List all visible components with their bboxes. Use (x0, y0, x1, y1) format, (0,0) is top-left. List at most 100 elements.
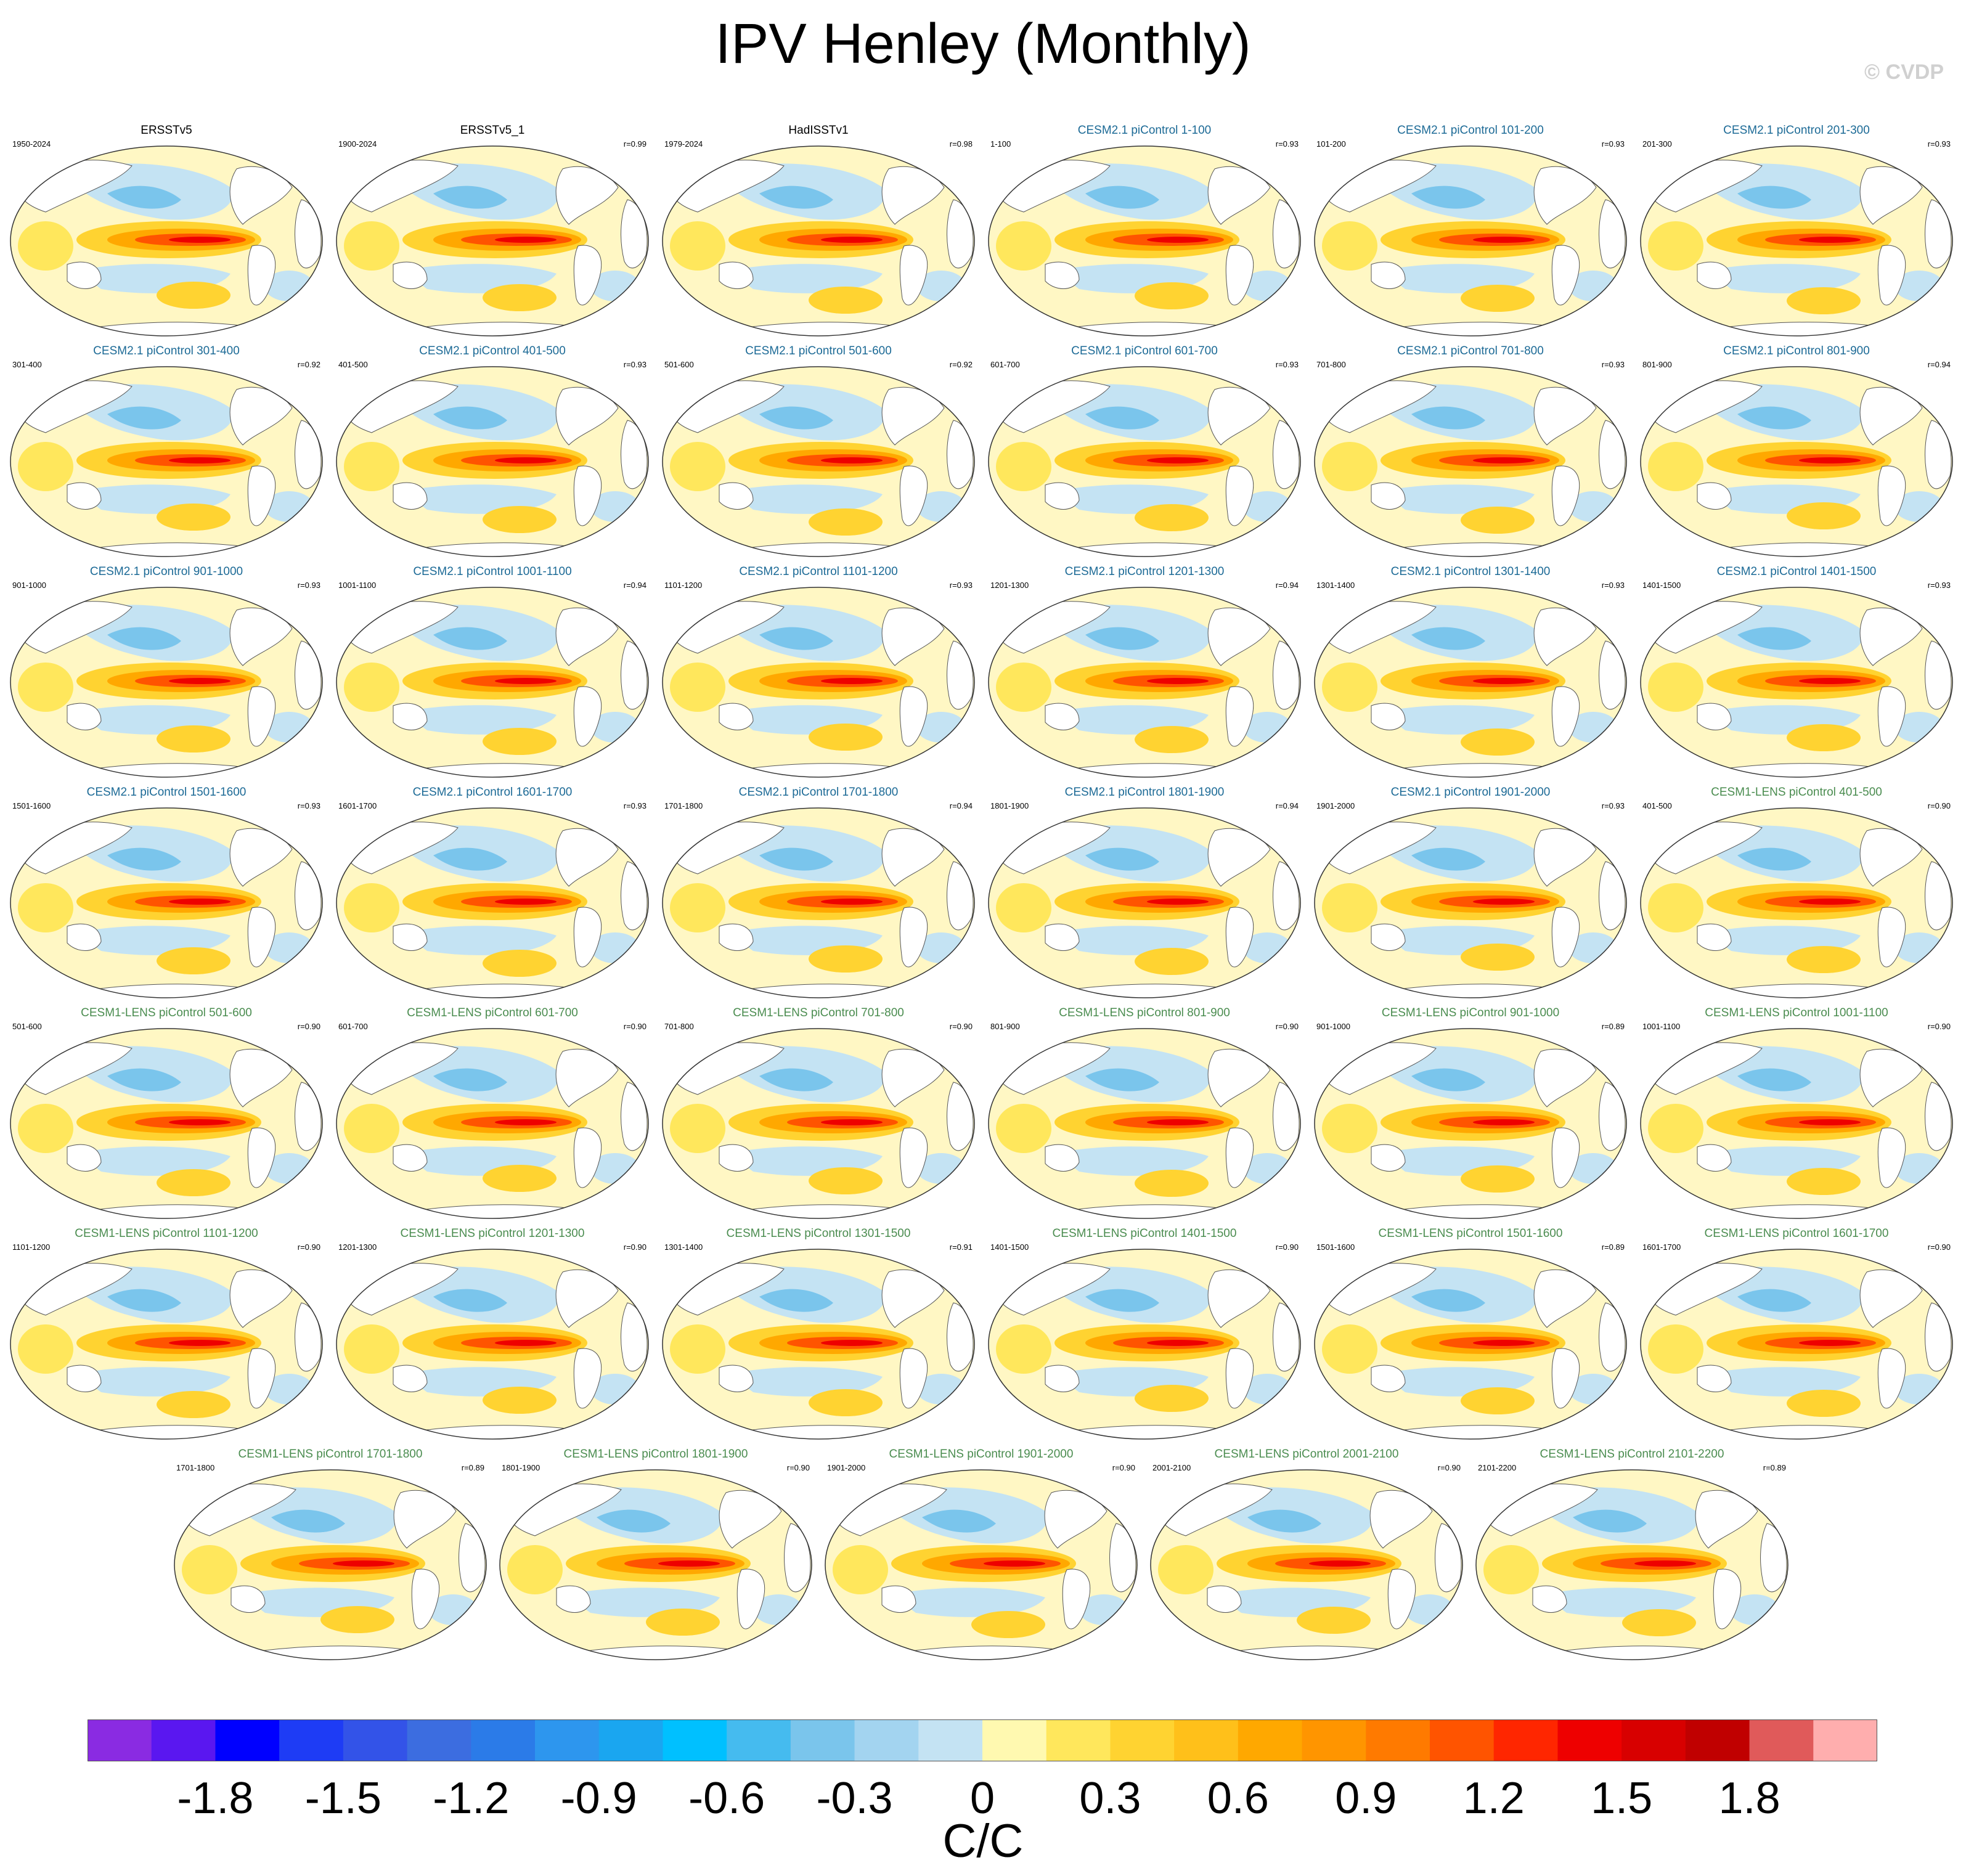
south-pacific-warm (320, 1606, 394, 1633)
colorbar-swatch (1621, 1719, 1686, 1761)
south-america-land (1062, 1568, 1091, 1629)
australia-land (67, 1364, 102, 1392)
north-america-land (555, 828, 619, 887)
tropical-warm-peak (1473, 678, 1535, 684)
africa-land (947, 420, 974, 489)
sst-pattern-map (1640, 145, 1953, 336)
australia-land (67, 261, 102, 289)
north-america-land (1207, 607, 1271, 666)
tropical-warm-peak (1799, 1119, 1861, 1125)
north-america-land (229, 828, 293, 887)
south-pacific-cool (1381, 484, 1535, 514)
south-pacific-cool (1381, 705, 1535, 735)
map-panel: CESM1-LENS piControl 2101-2200 2101-2200 r… (1474, 1447, 1790, 1663)
tropical-warm-peak (984, 1560, 1045, 1567)
north-pacific-core (433, 1289, 507, 1312)
north-america-land (1533, 386, 1597, 446)
south-america-land (1877, 1127, 1906, 1188)
africa-land (1599, 861, 1626, 931)
indian-ocean-warm (670, 883, 725, 932)
map-border (10, 145, 323, 336)
sst-pattern-map (1640, 366, 1953, 557)
colorbar-tick-label: 0.3 (1079, 1774, 1141, 1823)
south-america-land (1225, 465, 1254, 526)
north-america-land (881, 1269, 945, 1328)
colorbar-tick-label: -1.2 (433, 1774, 510, 1823)
australia-land (1207, 1585, 1242, 1613)
north-america-land (1533, 166, 1597, 225)
map-border (336, 366, 649, 557)
map-border (1314, 807, 1627, 998)
africa-land (1435, 1523, 1462, 1593)
south-pacific-warm (157, 1391, 230, 1418)
panel-title: CESM2.1 piControl 1201-1300 (1064, 565, 1225, 578)
south-pacific-warm (1297, 1607, 1371, 1634)
map-border (662, 587, 975, 778)
africa-land (295, 1082, 322, 1151)
map-panel: CESM2.1 piControl 1701-1800 1701-1800 r=0.… (661, 785, 976, 1001)
colorbar-swatch (215, 1719, 280, 1761)
australia-land (1697, 261, 1732, 289)
south-pacific-cool (728, 264, 883, 293)
north-america-land (881, 386, 945, 446)
map-border (10, 1249, 323, 1440)
panel-title: CESM1-LENS piControl 1601-1700 (1704, 1227, 1889, 1240)
north-pacific-core (759, 186, 833, 209)
sst-pattern-map (988, 1028, 1301, 1219)
africa-land (947, 1082, 974, 1151)
south-pacific-warm (1135, 282, 1209, 309)
south-pacific-warm (809, 1389, 883, 1416)
map-border (662, 145, 975, 336)
colorbar-tick-label: 0.6 (1207, 1774, 1269, 1823)
sst-pattern-map (174, 1469, 487, 1660)
australia-land (1045, 261, 1080, 289)
map-panel: CESM2.1 piControl 1801-1900 1801-1900 r=0.… (987, 785, 1302, 1001)
map-border (1150, 1469, 1463, 1660)
indian-ocean-warm (344, 883, 399, 932)
south-pacific-warm (483, 284, 557, 311)
panel-title: CESM1-LENS piControl 601-700 (407, 1006, 578, 1019)
colorbar-outline (88, 1719, 1877, 1761)
south-pacific-warm (157, 725, 230, 752)
south-pacific-cool (76, 1146, 230, 1176)
south-pacific-warm (1461, 507, 1535, 534)
panel-correlation: r=0.93 (623, 801, 646, 810)
south-america-land (1877, 1348, 1906, 1409)
map-panel: CESM2.1 piControl 1601-1700 1601-1700 r=0.… (335, 785, 650, 1001)
panel-correlation: r=0.93 (1601, 801, 1625, 810)
south-america-land (573, 1348, 602, 1409)
sst-pattern-map (336, 1249, 649, 1440)
map-panel: CESM1-LENS piControl 401-500 401-500 r=0.9… (1639, 785, 1954, 1001)
sst-pattern-map (662, 145, 975, 336)
map-panel: CESM2.1 piControl 301-400 301-400 r=0.92 (9, 344, 324, 560)
south-pacific-cool (891, 1588, 1045, 1617)
panel-period: 701-800 (664, 1022, 694, 1031)
africa-land (295, 640, 322, 710)
colorbar (88, 1719, 1877, 1761)
map-panel: CESM1-LENS piControl 1101-1200 1101-1200 r… (9, 1226, 324, 1442)
australia-land (719, 482, 754, 510)
north-america-land (881, 166, 945, 225)
africa-land (295, 861, 322, 931)
map-border (1314, 1028, 1627, 1219)
colorbar-tick-label: -1.8 (177, 1774, 254, 1823)
africa-land (1760, 1523, 1787, 1593)
sst-pattern-map (1640, 807, 1953, 998)
panel-title: CESM2.1 piControl 1101-1200 (739, 565, 898, 578)
colorbar-swatch (1046, 1719, 1111, 1761)
copyright-label: © CVDP (1864, 60, 1944, 84)
indian-ocean-warm (833, 1545, 888, 1594)
panel-period: 1101-1200 (12, 1242, 51, 1252)
panel-period: 1-100 (990, 139, 1011, 149)
sst-pattern-map (1150, 1469, 1463, 1660)
panel-title: CESM2.1 piControl 901-1000 (89, 565, 243, 578)
tropical-warm-peak (821, 237, 883, 243)
north-america-land (881, 1048, 945, 1107)
panel-title: CESM2.1 piControl 1301-1400 (1390, 565, 1551, 578)
africa-land (295, 420, 322, 489)
south-america-land (1551, 686, 1580, 747)
sst-pattern-map (10, 807, 323, 998)
indian-ocean-warm (18, 442, 73, 491)
south-america-land (1713, 1568, 1742, 1629)
map-panel: CESM1-LENS piControl 1301-1500 1301-1400 r… (661, 1226, 976, 1442)
